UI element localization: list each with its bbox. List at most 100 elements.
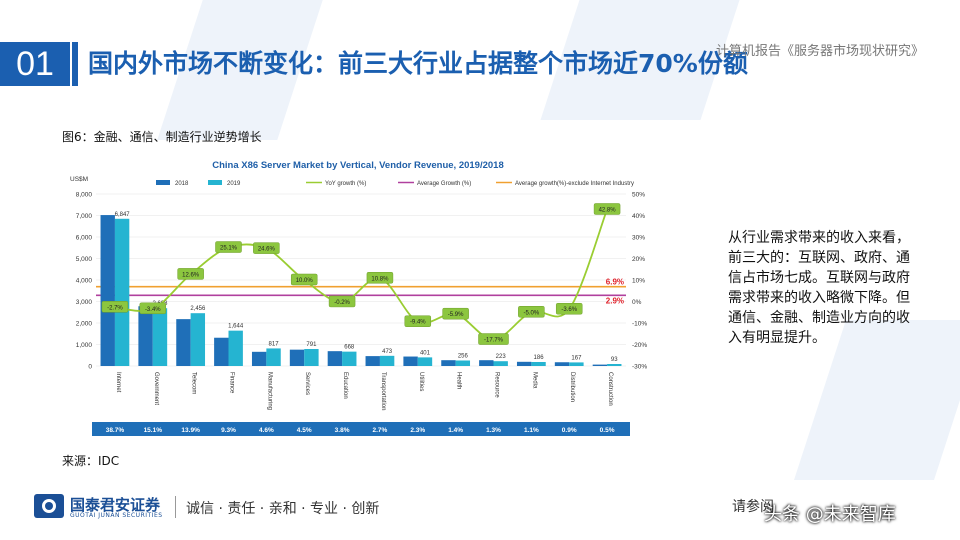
legend-label: 2018	[175, 181, 189, 187]
y-tick-label: 3,000	[76, 299, 93, 306]
yoy-label-box	[518, 306, 545, 318]
bar-value-label: 223	[496, 354, 507, 360]
footer-company-name: 国泰君安证券	[70, 496, 161, 514]
x-tick-label: Telecom	[191, 372, 197, 394]
yoy-label-box	[442, 307, 469, 320]
side-commentary: 从行业需求带来的收入来看，前三大的：互联网、政府、通信占市场七成。互联网与政府需…	[728, 230, 910, 346]
share-label: 4.5%	[297, 427, 312, 434]
x-tick-label: Manufacturing	[266, 372, 272, 410]
bar-value-label: 186	[534, 355, 545, 361]
bar-value-label: 817	[269, 341, 280, 347]
avg-growth-label: 2.9%	[606, 296, 624, 305]
bar-2019	[114, 218, 130, 366]
bar-2019	[417, 357, 433, 366]
chart-legend: 2018 2019 YoY growth (%) Average Growth (%)…	[156, 180, 634, 187]
bar-2018	[327, 351, 343, 366]
bar-2018	[479, 360, 494, 366]
yoy-label: -2.7%	[107, 305, 123, 311]
yoy-label-box	[404, 315, 432, 327]
slide-number-accent	[72, 42, 78, 86]
y2-tick-label: -20%	[632, 342, 647, 349]
share-label: 0.9%	[562, 427, 577, 434]
bar-2018	[289, 349, 305, 366]
bar-2019	[190, 313, 206, 366]
share-label: 2.3%	[410, 427, 425, 434]
share-label: 15.1%	[144, 427, 163, 434]
x-axis-ticks: Internet Government Telecom Finance Manufact…	[115, 372, 613, 410]
yoy-label: -3.6%	[561, 307, 577, 313]
yoy-label: 12.6%	[182, 272, 200, 278]
y2-tick-label: 20%	[632, 256, 645, 263]
yoy-label-box	[366, 272, 394, 284]
yoy-label-box	[253, 242, 280, 254]
bar-2018	[100, 215, 115, 366]
share-label: 13.9%	[181, 427, 200, 434]
bar-2019	[569, 362, 584, 366]
yoy-label-box	[101, 301, 129, 313]
y-tick-label: 2,000	[76, 321, 93, 328]
share-label: 1.3%	[486, 427, 501, 434]
chart-grid	[96, 193, 626, 367]
y2-tick-label: 30%	[632, 235, 645, 242]
x-tick-label: Resource	[494, 372, 500, 398]
yoy-label-box	[478, 333, 509, 345]
yoy-label-box	[139, 302, 167, 315]
bar-2019	[304, 348, 319, 366]
bar-2019	[228, 330, 243, 366]
yoy-label: 24.6%	[258, 247, 276, 253]
bar-2019	[266, 348, 281, 366]
yoy-label: -17.7%	[484, 338, 504, 344]
legend-swatch	[208, 180, 222, 185]
yoy-label-box	[290, 273, 318, 286]
share-label: 0.5%	[600, 427, 615, 434]
x-tick-label: Internet	[115, 372, 121, 393]
y-tick-label: 5,000	[76, 256, 93, 263]
yoy-label: 10.0%	[296, 278, 314, 284]
yoy-label: -9.4%	[410, 320, 426, 326]
yoy-label: 10.8%	[371, 276, 389, 282]
bar-2018	[214, 337, 229, 366]
bar-2019	[455, 360, 471, 366]
share-row-background	[92, 422, 630, 436]
company-logo-icon	[34, 494, 64, 518]
y-tick-label: 6,000	[76, 235, 93, 242]
chart-container: China X86 Server Market by Vertical, Ven…	[60, 152, 656, 444]
bar-2018	[554, 362, 570, 366]
x-tick-label: Health	[456, 372, 462, 389]
bar-value-label: 401	[420, 350, 431, 356]
footer-slogan: 诚信 · 责任 · 亲和 · 专业 · 创新	[186, 501, 380, 517]
yoy-label-box	[177, 268, 204, 280]
yoy-label: -5.0%	[524, 310, 540, 316]
share-label: 38.7%	[106, 427, 125, 434]
source-note: 来源：IDC	[62, 454, 120, 468]
y-tick-label: 0	[88, 364, 92, 371]
share-label: 1.4%	[448, 427, 463, 434]
bar-value-label: 93	[611, 357, 618, 363]
avg-growth-excl-label: 6.9%	[606, 278, 624, 287]
bar-2019	[379, 355, 395, 366]
bar-2018	[516, 361, 532, 366]
x-tick-label: Education	[342, 372, 348, 399]
y2-axis-ticks: -30% -20% -10% 0% 10% 20% 30% 40% 50%	[632, 192, 647, 371]
share-label: 2.7%	[373, 427, 388, 434]
bar-value-label: 256	[458, 353, 469, 359]
yoy-label: 42.8%	[599, 207, 617, 213]
bar-2018	[251, 351, 267, 366]
x-tick-label: Finance	[229, 372, 235, 394]
average-lines: 6.9% 2.9%	[96, 278, 626, 305]
y2-tick-label: -30%	[632, 364, 647, 371]
bar-value-label: 167	[571, 355, 582, 361]
y2-tick-label: 10%	[632, 278, 645, 285]
legend-label: Average Growth (%)	[417, 181, 471, 187]
x-tick-label: Services	[304, 372, 310, 395]
footer-disclaimer: 请参阅	[732, 499, 774, 515]
share-label: 3.8%	[335, 427, 350, 434]
legend-label: Average growth(%)-exclude Internet Indus…	[515, 181, 634, 187]
share-label: 9.3%	[221, 427, 236, 434]
yoy-label-box	[215, 241, 242, 253]
chart-title: China X86 Server Market by Vertical, Ven…	[212, 160, 504, 171]
y2-tick-label: -10%	[632, 321, 647, 328]
footer-divider	[175, 496, 176, 518]
x-tick-label: Distribution	[569, 372, 575, 402]
y2-tick-label: 0%	[632, 299, 642, 306]
